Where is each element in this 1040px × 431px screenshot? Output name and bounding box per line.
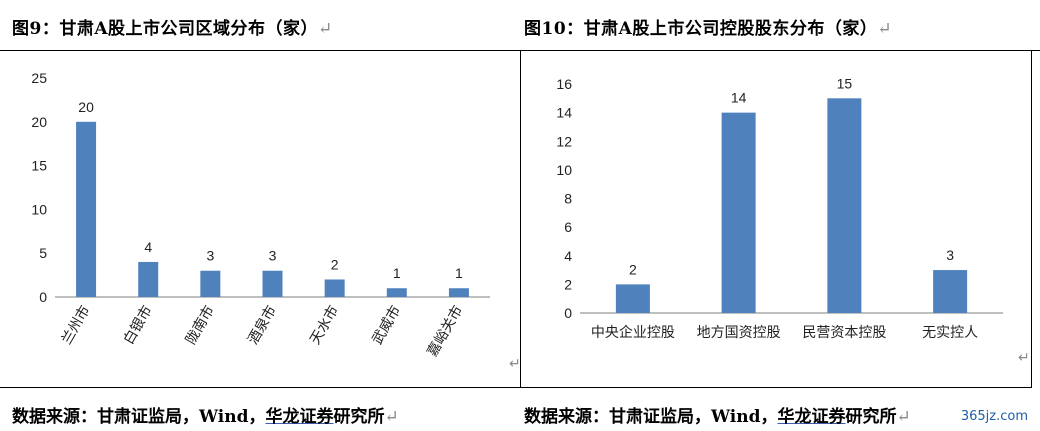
left-chart-title: 图9：甘肃A股上市公司区域分布（家）↵ — [12, 14, 333, 39]
right-category-label-3: 无实控人 — [922, 324, 978, 340]
left-data-label-1: 4 — [144, 239, 152, 255]
left-category-label-3: 酒泉市 — [244, 303, 279, 347]
right-ytick-label: 8 — [564, 191, 572, 207]
right-bar-3 — [933, 270, 968, 313]
right-border — [1031, 50, 1032, 387]
left-category-label-0: 兰州市 — [58, 303, 93, 347]
left-ytick-label: 5 — [39, 245, 47, 261]
right-category-label-2: 民营资本控股 — [802, 324, 886, 340]
return-mark-icon: ↵ — [896, 407, 911, 427]
left-data-label-0: 20 — [78, 99, 94, 115]
right-data-label-1: 14 — [731, 90, 747, 106]
left-category-label-4: 天水市 — [306, 303, 341, 347]
left-ytick-label: 15 — [31, 158, 47, 174]
left-bar-2 — [200, 270, 221, 297]
left-bar-0 — [76, 121, 97, 297]
right-data-label-3: 3 — [946, 247, 954, 263]
left-data-label-4: 2 — [331, 256, 339, 272]
left-category-label-1: 白银市 — [120, 303, 155, 347]
right-ytick-label: 4 — [564, 248, 572, 264]
right-ytick-label: 6 — [564, 219, 572, 235]
left-data-label-5: 1 — [393, 265, 401, 281]
right-ytick-label: 2 — [564, 276, 572, 292]
return-mark-icon: ↵ — [318, 19, 333, 39]
left-category-label-2: 陇南市 — [182, 303, 217, 347]
left-data-label-3: 3 — [269, 248, 277, 264]
center-divider — [520, 50, 521, 387]
left-bar-4 — [324, 279, 345, 297]
left-bar-3 — [262, 270, 283, 297]
right-category-label-1: 地方国资控股 — [697, 324, 781, 340]
right-ytick-label: 14 — [556, 105, 572, 121]
right-source-tail: 研究所 — [845, 407, 897, 427]
right-title-text: 图10：甘肃A股上市公司控股股东分布（家） — [524, 19, 878, 39]
left-bar-1 — [138, 261, 159, 297]
bottom-divider — [0, 387, 1032, 388]
left-category-label-5: 武威市 — [369, 303, 404, 347]
right-ytick-label: 12 — [556, 133, 572, 149]
return-mark-icon: ↵ — [509, 356, 521, 372]
left-source-text: 数据来源：甘肃证监局，Wind， — [12, 407, 266, 427]
left-title-text: 图9：甘肃A股上市公司区域分布（家） — [12, 19, 319, 39]
right-data-label-0: 2 — [629, 261, 637, 277]
left-bar-5 — [386, 288, 407, 297]
left-source-tail: 研究所 — [333, 407, 385, 427]
right-source-note: 数据来源：甘肃证监局，Wind，华龙证券研究所↵ — [524, 402, 911, 427]
left-source-note: 数据来源：甘肃证监局，Wind，华龙证券研究所↵ — [12, 402, 399, 427]
left-bar-chart: 0 5 10 15 20 25 20 兰州市 4 白银市 3 陇南市 3 酒泉市 2 天水市 1 武威市 1 嘉峪关市 — [31, 70, 490, 359]
return-mark-icon: ↵ — [877, 19, 893, 39]
right-ytick-label: 10 — [556, 162, 572, 178]
left-ytick-label: 25 — [31, 70, 47, 86]
left-data-label-6: 1 — [455, 265, 463, 281]
return-mark-icon: ↵ — [1018, 350, 1030, 366]
watermark: 365jz.com — [956, 408, 1032, 425]
right-bar-chart: 0 2 4 6 8 10 12 14 16 2 中央企业控股 14 地方国资控股 15 民营资本控股 3 无实控… — [556, 75, 1003, 340]
right-source-firm: 华龙证券 — [777, 407, 846, 427]
return-mark-icon: ↵ — [384, 407, 399, 427]
right-data-label-2: 15 — [837, 75, 853, 91]
right-source-text: 数据来源：甘肃证监局，Wind， — [524, 407, 778, 427]
left-ytick-label: 20 — [31, 114, 47, 130]
left-ytick-label: 0 — [39, 289, 47, 305]
left-ytick-label: 10 — [31, 201, 47, 217]
left-source-firm: 华龙证券 — [265, 407, 334, 427]
right-bar-1 — [721, 112, 756, 313]
right-ytick-label: 0 — [564, 305, 572, 321]
left-category-label-6: 嘉峪关市 — [424, 303, 466, 359]
right-ytick-label: 16 — [556, 76, 572, 92]
right-category-label-0: 中央企业控股 — [591, 324, 675, 340]
right-chart-title: 图10：甘肃A股上市公司控股股东分布（家）↵ — [524, 14, 892, 39]
right-bar-2 — [827, 98, 862, 313]
right-bar-0 — [615, 284, 650, 313]
left-data-label-2: 3 — [206, 248, 214, 264]
left-bar-6 — [448, 288, 469, 297]
